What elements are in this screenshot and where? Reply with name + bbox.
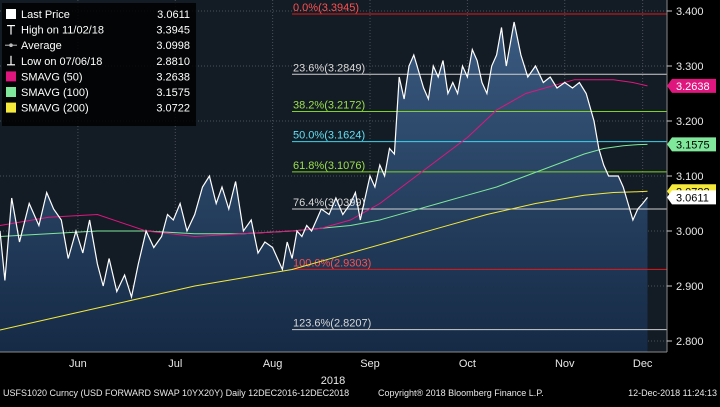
y-tick-label: 3.200 xyxy=(676,116,704,128)
legend-value: 3.2638 xyxy=(156,71,190,83)
ticker-text: USFS1020 Curncy (USD FORWARD SWAP 10YX20… xyxy=(3,388,350,398)
y-tick-label: 3.000 xyxy=(676,226,704,238)
x-tick-label: Aug xyxy=(263,358,283,370)
series-line-last-price xyxy=(0,21,648,300)
fib-level-label: 50.0%(3.1624) xyxy=(293,130,365,142)
legend-swatch xyxy=(6,87,16,97)
axis-tag-label: 3.2638 xyxy=(676,81,710,93)
x-tick-label: Nov xyxy=(555,358,575,370)
fib-level-label: 23.6%(3.2849) xyxy=(293,62,365,74)
fibonacci-levels: 0.0%(3.3945) 23.6%(3.2849) 38.2%(3.2172) 50… xyxy=(292,2,667,331)
fib-level-label: 76.4%(3.0399) xyxy=(293,197,365,209)
legend-value: 2.8810 xyxy=(156,56,190,68)
legend-avg-marker xyxy=(9,43,13,47)
x-tick-label: Dec xyxy=(633,358,653,370)
x-tick-label: Oct xyxy=(459,358,476,370)
legend-label: Last Price xyxy=(21,9,70,21)
legend-label: Low on 07/06/18 xyxy=(21,56,102,68)
legend-label: SMAVG (100) xyxy=(21,87,89,99)
fib-level-label: 61.8%(3.1076) xyxy=(293,160,365,172)
legend-swatch xyxy=(6,9,16,19)
axis-tag-label: 3.0611 xyxy=(676,192,709,204)
x-tick-label: Sep xyxy=(360,358,380,370)
legend-value: 3.0611 xyxy=(157,9,190,21)
legend-box xyxy=(2,3,196,126)
y-axis: 2.800 2.900 3.000 3.100 3.200 3.300 3.400 xyxy=(666,0,704,352)
y-tick-label: 2.900 xyxy=(676,281,704,293)
copyright-text: Copyright® 2018 Bloomberg Finance L.P. xyxy=(378,388,544,398)
axis-tag-box xyxy=(667,78,716,93)
fib-level-label: 38.2%(3.2172) xyxy=(293,100,365,112)
y-tick-label: 3.100 xyxy=(676,171,704,183)
fib-level-label: 123.6%(2.8207) xyxy=(293,318,371,330)
legend-label: SMAVG (50) xyxy=(21,71,83,83)
axis-tag-box xyxy=(667,190,716,205)
legend-label: SMAVG (200) xyxy=(21,103,89,115)
legend-value: 3.0998 xyxy=(156,40,190,52)
y-tick-label: 3.400 xyxy=(676,6,704,18)
legend-value: 3.1575 xyxy=(156,87,190,99)
legend-value: 3.0722 xyxy=(156,103,190,115)
x-tick-label: Jun xyxy=(69,358,87,370)
year-label: 2018 xyxy=(321,375,345,387)
legend-swatch xyxy=(6,71,16,82)
legend-label: High on 11/02/18 xyxy=(21,25,104,37)
fib-level-label: 100.0%(2.9303) xyxy=(293,257,371,269)
x-axis: Jun Jul Aug Sep Oct Nov Dec xyxy=(0,351,667,370)
timestamp-text: 12-Dec-2018 11:24:13 xyxy=(628,388,717,398)
legend-label: Average xyxy=(21,40,62,52)
fib-level-label: 0.0%(3.3945) xyxy=(293,2,359,14)
legend-value: 3.3945 xyxy=(156,25,190,37)
axis-tag-label: 3.1575 xyxy=(676,139,710,151)
y-tick-label: 3.300 xyxy=(676,61,704,73)
legend: Last Price 3.0611 High on 11/02/18 3.3945 Av… xyxy=(2,3,196,126)
series-lines xyxy=(0,21,648,331)
y-tick-label: 2.800 xyxy=(676,336,704,348)
legend-swatch xyxy=(6,102,16,113)
series-line-smavg-200- xyxy=(0,190,648,331)
axis-tag-box xyxy=(667,137,716,152)
x-tick-label: Jul xyxy=(168,358,182,370)
